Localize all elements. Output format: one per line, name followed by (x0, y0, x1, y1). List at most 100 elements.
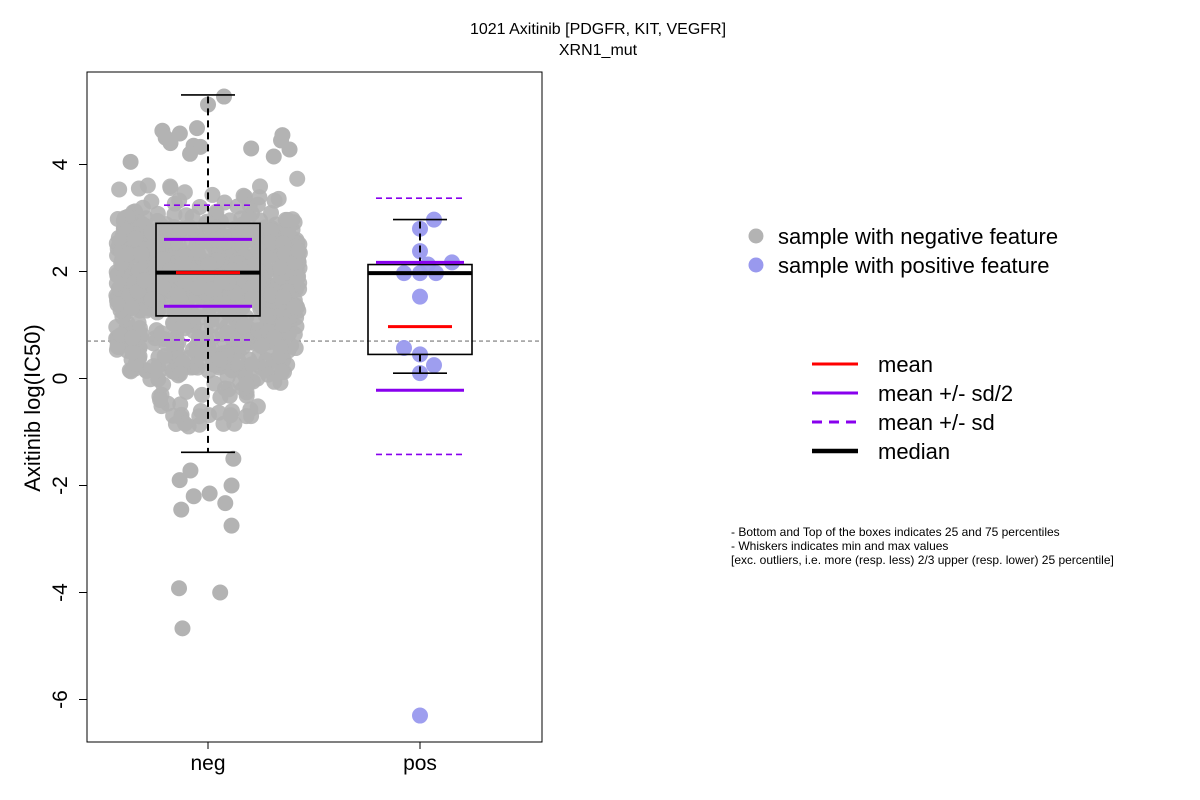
neg-point (220, 306, 237, 323)
neg-point (211, 351, 228, 368)
legend: sample with negative feature sample with … (748, 224, 1058, 464)
neg-point (134, 199, 151, 216)
neg-point (108, 275, 125, 292)
neg-point (153, 325, 170, 342)
neg-point (275, 288, 292, 305)
neg-point (193, 386, 210, 403)
pos-point (426, 357, 442, 374)
neg-point (206, 375, 223, 392)
footnote: - Bottom and Top of the boxes indicates … (731, 525, 1060, 539)
x-tick-label: neg (190, 752, 225, 775)
neg-point (251, 189, 268, 206)
neg-point (204, 186, 221, 203)
neg-point (109, 210, 126, 227)
chart-title: 1021 Axitinib [PDGFR, KIT, VEGFR] (470, 21, 726, 38)
neg-point (272, 259, 289, 276)
neg-point (281, 141, 298, 158)
neg-point (133, 245, 150, 262)
box-pos (367, 197, 473, 456)
legend-label: sample with positive feature (778, 253, 1049, 278)
neg-point (189, 120, 206, 137)
neg-point (190, 329, 207, 346)
neg-point (230, 353, 247, 370)
legend-label: sample with negative feature (778, 224, 1058, 249)
neg-point (216, 88, 232, 105)
neg-point (235, 318, 252, 335)
neg-point (174, 354, 191, 371)
y-tick-label: -4 (49, 583, 72, 602)
legend-marker (748, 228, 764, 244)
neg-point (279, 211, 296, 228)
neg-point (166, 206, 183, 223)
neg-point (247, 314, 264, 331)
neg-point (136, 272, 153, 289)
neg-point (243, 356, 260, 373)
neg-point (127, 230, 144, 247)
neg-point (274, 363, 291, 380)
y-tick-label: -2 (49, 476, 72, 495)
neg-point (178, 207, 195, 224)
neg-point (265, 148, 282, 165)
neg-point (139, 177, 156, 194)
neg-point (238, 408, 255, 425)
legend-line-label: mean (878, 352, 933, 377)
neg-point (142, 371, 159, 388)
neg-point (233, 210, 250, 227)
plot-area: -6 -4 -2 0 2 4 neg pos (49, 71, 543, 775)
footnote: [exc. outliers, i.e. more (resp. less) 2… (731, 553, 1114, 567)
pos-point (412, 220, 428, 237)
neg-point (162, 180, 179, 197)
neg-point (122, 153, 139, 170)
neg-outlier (201, 485, 218, 502)
neg-point (111, 181, 128, 198)
y-tick-label: 0 (49, 373, 72, 385)
neg-point (208, 203, 225, 220)
neg-point (262, 234, 279, 251)
y-tick-label: -6 (49, 690, 72, 709)
neg-point (143, 223, 160, 240)
neg-outlier (174, 620, 191, 637)
neg-point (120, 246, 137, 263)
footnote: - Whiskers indicates min and max values (731, 539, 948, 553)
iqr-box (155, 222, 261, 317)
neg-point (172, 220, 189, 237)
neg-point (155, 279, 172, 296)
neg-point (123, 299, 140, 316)
neg-point (172, 365, 189, 382)
neg-outlier (212, 584, 229, 601)
legend-line-label: mean +/- sd/2 (878, 381, 1013, 406)
neg-point (249, 398, 266, 415)
neg-point (244, 289, 261, 306)
neg-point (289, 170, 306, 187)
neg-point (224, 262, 241, 279)
neg-point (162, 261, 179, 278)
neg-point (275, 316, 292, 333)
y-tick-label: 4 (49, 158, 72, 170)
neg-point (176, 255, 193, 272)
y-axis-label: Axitinib log(IC50) (20, 324, 45, 492)
neg-point (176, 184, 193, 201)
neg-point (243, 140, 260, 157)
neg-point (218, 324, 235, 341)
y-tick-label: 2 (49, 266, 72, 278)
neg-outlier (185, 488, 202, 505)
neg-outlier (225, 450, 242, 467)
neg-point (110, 229, 127, 246)
neg-point (170, 286, 187, 303)
neg-point (156, 348, 173, 365)
neg-point (200, 96, 216, 113)
x-tick-label: pos (403, 752, 437, 775)
neg-point (213, 273, 230, 290)
neg-outlier (223, 477, 240, 494)
neg-point (250, 275, 267, 292)
legend-marker (748, 257, 764, 273)
neg-point (109, 296, 126, 313)
legend-line-label: mean +/- sd (878, 410, 995, 435)
pos-point (412, 707, 428, 724)
neg-point (200, 256, 217, 273)
neg-point (124, 344, 141, 361)
neg-point (221, 387, 238, 404)
pos-point (412, 288, 428, 305)
neg-outlier (171, 472, 188, 489)
